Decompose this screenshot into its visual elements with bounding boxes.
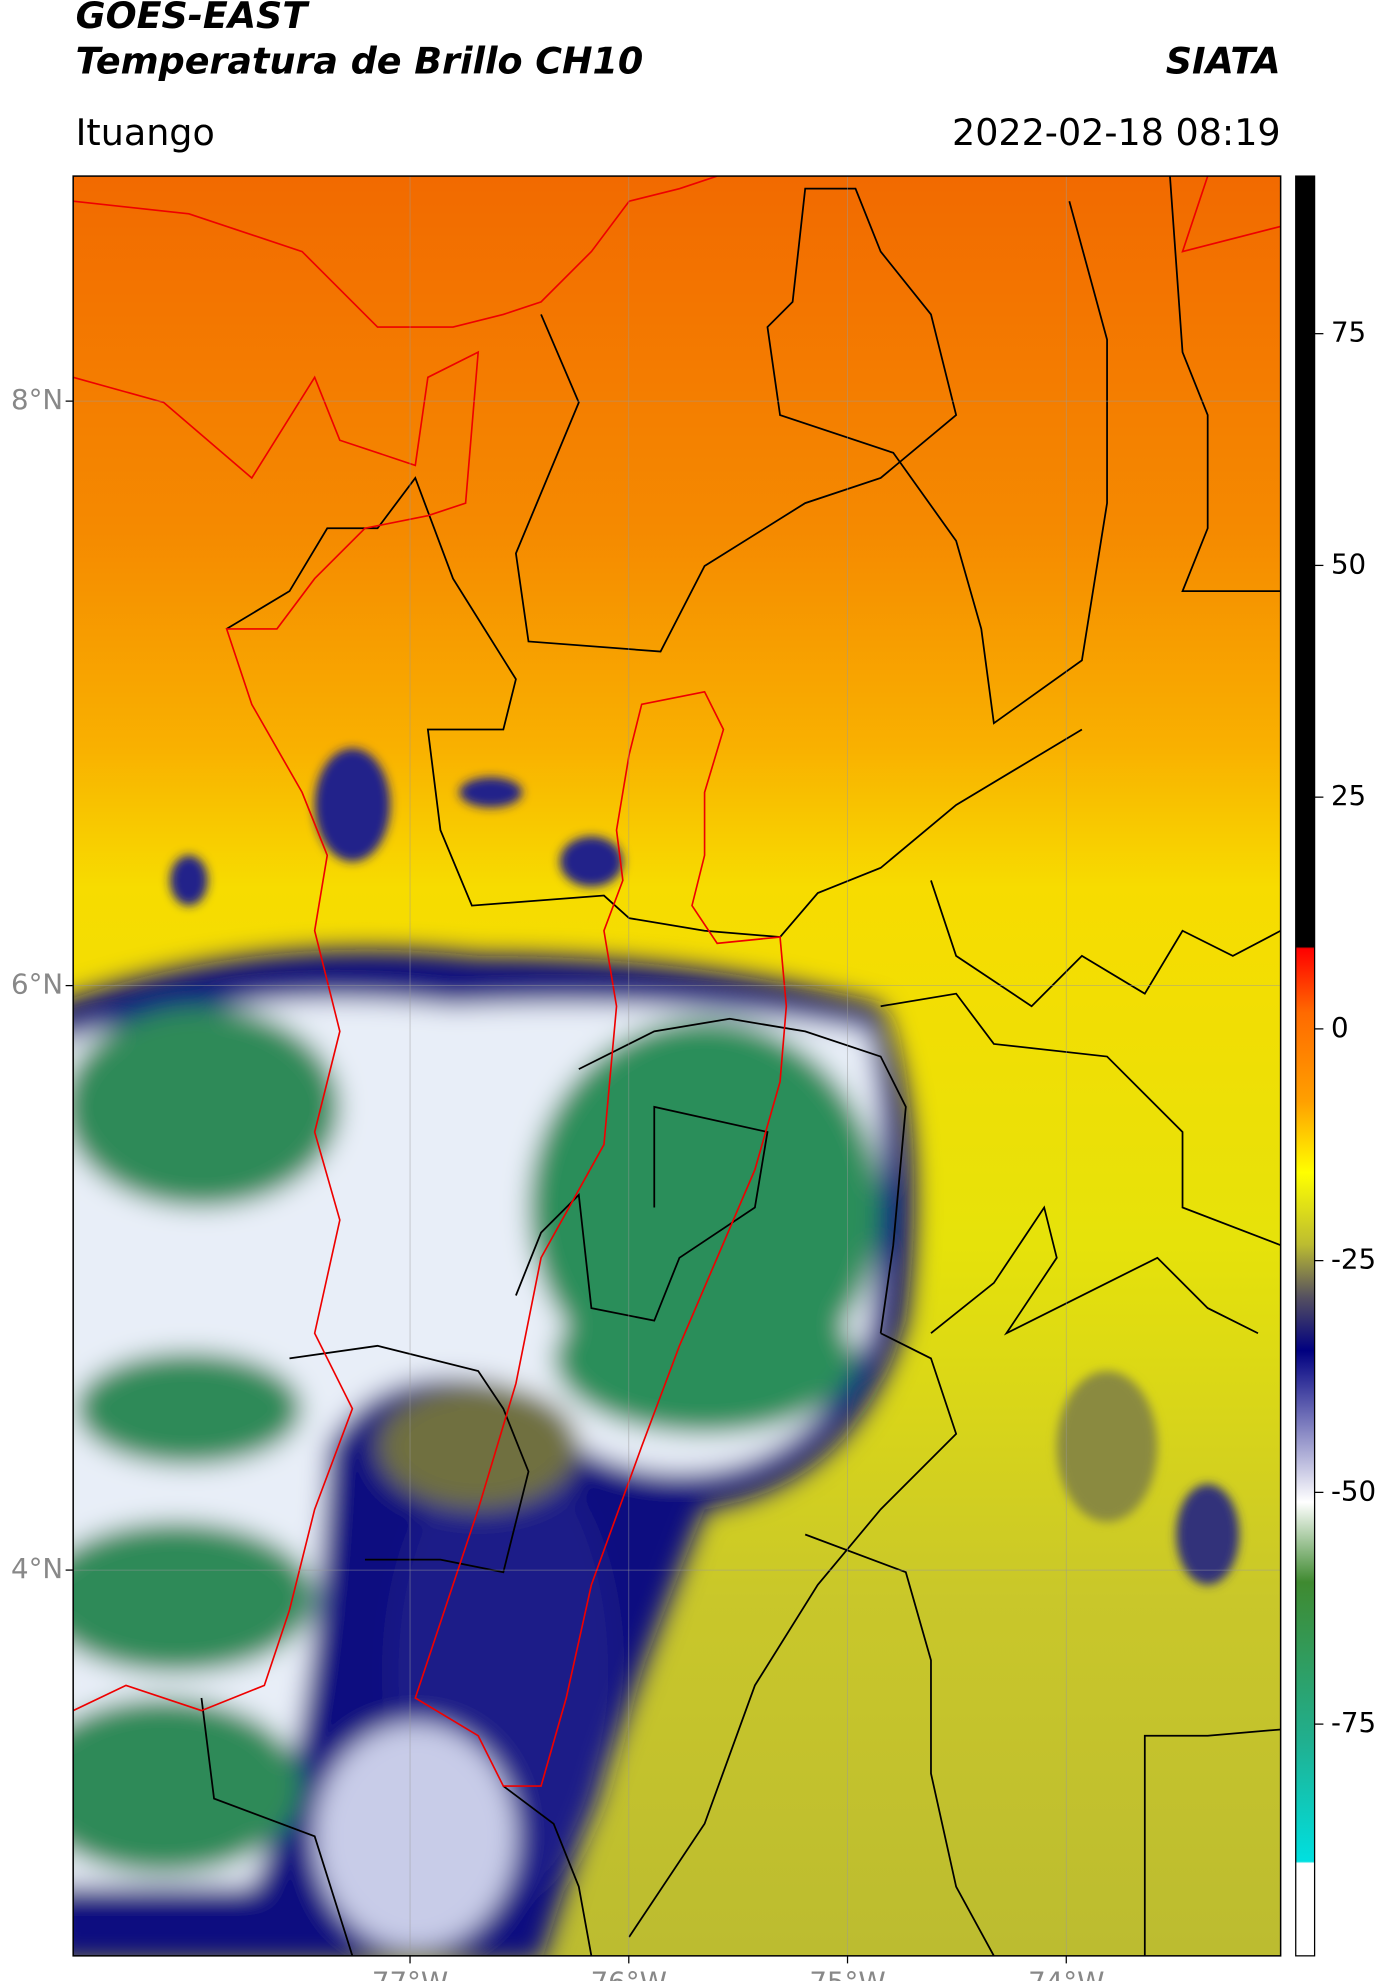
cloud-patch [559, 836, 623, 887]
colorbar-tick-label: 50 [1331, 547, 1366, 580]
lon-tick-label: 74°W [1028, 1966, 1104, 1981]
cloud-patch [1056, 1370, 1158, 1522]
lat-tick-label: 4°N [11, 1552, 63, 1585]
lat-tick-label: 8°N [11, 383, 63, 416]
location: Ituango [76, 111, 215, 154]
lat-tick-label: 6°N [11, 968, 63, 1001]
colorbar-tick-label: -50 [1331, 1474, 1376, 1507]
cloud-thin [377, 1383, 579, 1510]
cloud-field [73, 949, 915, 1956]
cloud-core [553, 1282, 856, 1434]
cloud-patch [314, 748, 391, 862]
cloud-core [73, 1006, 340, 1208]
cloud-patch [170, 855, 208, 906]
cloud-patch [459, 777, 523, 808]
cloud-white [314, 1723, 516, 1950]
cloud-core [73, 1521, 315, 1673]
lon-tick-label: 76°W [591, 1966, 667, 1981]
cloud-patches [170, 748, 1240, 1585]
colorbar-tick-label: 75 [1331, 316, 1366, 349]
agency: SIATA [1166, 39, 1281, 82]
coastline [73, 176, 1281, 1787]
datetime: 2022-02-18 08:19 [952, 111, 1281, 154]
cloud-patch [1176, 1484, 1240, 1585]
borders [200, 176, 1281, 1956]
colorbar-tick-label: -25 [1331, 1243, 1376, 1276]
lon-tick-label: 75°W [809, 1966, 885, 1981]
colorbar [1295, 175, 1316, 1957]
cloud-core [75, 1352, 303, 1466]
map-frame [72, 175, 1282, 1957]
map [73, 176, 1281, 1956]
subtitle: Temperatura de Brillo CH10 [76, 39, 644, 82]
lon-tick-label: 77°W [372, 1966, 448, 1981]
title: GOES-EAST [76, 0, 311, 37]
colorbar-tick-label: 25 [1331, 779, 1366, 812]
colorbar-tick-label: -75 [1331, 1706, 1376, 1739]
colorbar-tick-label: 0 [1331, 1011, 1349, 1044]
cloud-core [73, 1698, 303, 1875]
